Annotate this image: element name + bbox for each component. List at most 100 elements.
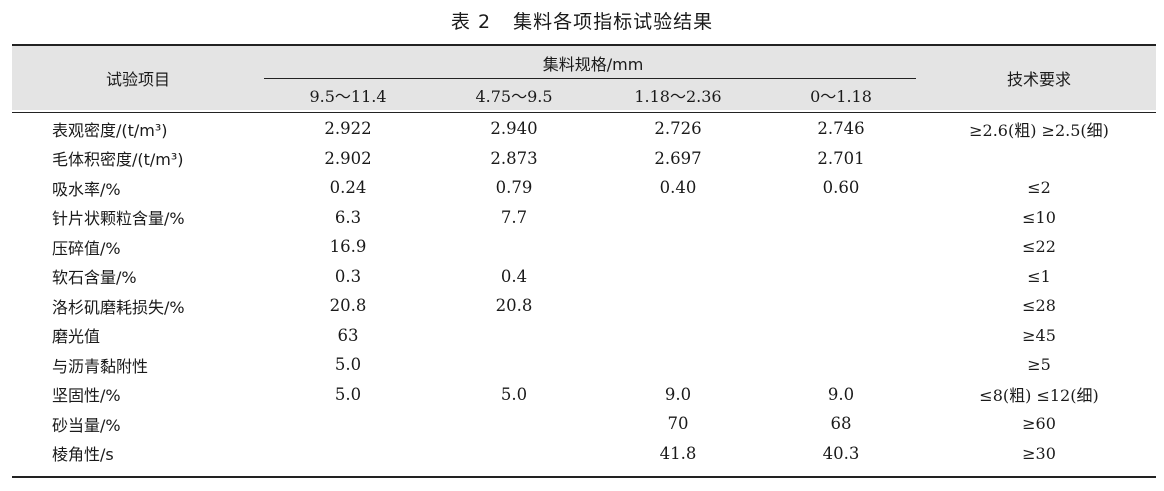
- test-item: 毛体积密度/(t/m³): [52, 150, 184, 170]
- value-cell: 2.873: [490, 148, 538, 168]
- value-cell: 9.0: [664, 384, 692, 404]
- value-cell: [760, 321, 922, 351]
- table-row: 吸水率/% 0.24 0.79 0.40 0.60 ≤2: [12, 173, 1156, 203]
- requirement-cell: [922, 144, 1156, 174]
- table-caption: 表 2 集料各项指标试验结果: [0, 2, 1164, 42]
- header-size: 0～1.18: [810, 86, 872, 106]
- test-item: 压碎值/%: [52, 238, 121, 258]
- table-header: 试验项目 集料规格/mm 技术要求 9.5～11.4 4.75～9.5 1.18…: [12, 46, 1157, 110]
- value-cell: [760, 203, 922, 233]
- value-cell: 0.3: [334, 266, 362, 286]
- header-size: 9.5～11.4: [309, 86, 387, 106]
- requirement-cell: ≤22: [1022, 237, 1056, 257]
- value-cell: [760, 232, 922, 262]
- header-size: 4.75～9.5: [475, 86, 553, 106]
- table-row: 砂当量/% 70 68 ≥60: [12, 409, 1156, 439]
- value-cell: 2.902: [324, 148, 372, 168]
- table-row: 软石含量/% 0.3 0.4 ≤1: [12, 262, 1156, 292]
- table-row: 针片状颗粒含量/% 6.3 7.7 ≤10: [12, 203, 1156, 233]
- value-cell: 41.8: [659, 443, 697, 463]
- requirement-cell: ≥5: [1027, 355, 1051, 375]
- table-title: 集料各项指标试验结果: [513, 11, 714, 33]
- value-cell: 2.726: [654, 119, 702, 139]
- value-cell: 9.0: [827, 384, 855, 404]
- value-cell: [432, 232, 596, 262]
- requirement-cell: ≥30: [1022, 443, 1056, 463]
- value-cell: 2.940: [490, 119, 538, 139]
- value-cell: 16.9: [329, 237, 367, 257]
- value-cell: [432, 409, 596, 439]
- value-cell: [596, 350, 760, 380]
- test-item: 针片状颗粒含量/%: [52, 209, 185, 229]
- value-cell: [760, 291, 922, 321]
- value-cell: [596, 203, 760, 233]
- value-cell: 2.701: [817, 148, 865, 168]
- requirement-cell: ≥2.6(粗) ≥2.5(细): [969, 120, 1109, 140]
- requirement-cell: ≤2: [1027, 178, 1051, 198]
- value-cell: 68: [830, 414, 852, 434]
- table-body: 表观密度/(t/m³) 2.922 2.940 2.726 2.746 ≥2.6(粗) ≥…: [12, 110, 1156, 468]
- value-cell: [760, 350, 922, 380]
- requirement-cell: ≤8(粗) ≤12(细): [979, 386, 1099, 406]
- value-cell: [264, 409, 432, 439]
- value-cell: [432, 350, 596, 380]
- test-item: 表观密度/(t/m³): [52, 120, 168, 140]
- value-cell: 63: [337, 325, 359, 345]
- top-rule: [12, 44, 1156, 46]
- table-row: 棱角性/s 41.8 40.3 ≥30: [12, 439, 1156, 469]
- value-cell: 0.79: [495, 178, 533, 198]
- value-cell: [596, 291, 760, 321]
- value-cell: 0.60: [822, 178, 860, 198]
- header-size-group: 集料规格/mm: [264, 46, 922, 79]
- value-cell: [596, 232, 760, 262]
- requirement-cell: ≤10: [1022, 207, 1056, 227]
- value-cell: 0.4: [500, 266, 528, 286]
- test-item: 砂当量/%: [52, 415, 121, 435]
- value-cell: 0.40: [659, 178, 697, 198]
- requirement-cell: ≤28: [1022, 296, 1056, 316]
- value-cell: [596, 321, 760, 351]
- value-cell: [264, 439, 432, 469]
- value-cell: [596, 262, 760, 292]
- value-cell: 70: [667, 414, 689, 434]
- test-item: 与沥青黏附性: [52, 356, 149, 376]
- table-number: 表 2: [450, 11, 492, 33]
- value-cell: 0.24: [329, 178, 367, 198]
- value-cell: 2.922: [324, 119, 372, 139]
- header-rule: [12, 112, 1156, 113]
- requirement-cell: ≤1: [1027, 266, 1051, 286]
- table-row: 与沥青黏附性 5.0 ≥5: [12, 350, 1156, 380]
- value-cell: 5.0: [334, 384, 362, 404]
- value-cell: 2.746: [817, 119, 865, 139]
- header-requirement: 技术要求: [1007, 70, 1072, 89]
- value-cell: 20.8: [329, 296, 367, 316]
- value-cell: 40.3: [822, 443, 860, 463]
- header-size: 1.18～2.36: [634, 86, 722, 106]
- requirement-cell: ≥60: [1022, 414, 1056, 434]
- value-cell: 20.8: [495, 296, 533, 316]
- bottom-rule: [12, 476, 1156, 478]
- table-row: 磨光值 63 ≥45: [12, 321, 1156, 351]
- requirement-cell: ≥45: [1022, 325, 1056, 345]
- test-item: 洛杉矶磨耗损失/%: [52, 297, 185, 317]
- value-cell: [432, 439, 596, 469]
- table-row: 坚固性/% 5.0 5.0 9.0 9.0 ≤8(粗) ≤12(细): [12, 380, 1156, 410]
- test-item: 棱角性/s: [52, 445, 114, 465]
- test-item: 磨光值: [52, 327, 101, 347]
- value-cell: 5.0: [334, 355, 362, 375]
- value-cell: 7.7: [500, 207, 528, 227]
- table-row: 压碎值/% 16.9 ≤22: [12, 232, 1156, 262]
- header-item: 试验项目: [105, 70, 170, 89]
- table-row: 洛杉矶磨耗损失/% 20.8 20.8 ≤28: [12, 291, 1156, 321]
- test-item: 坚固性/%: [52, 386, 121, 406]
- value-cell: [432, 321, 596, 351]
- value-cell: 2.697: [654, 148, 702, 168]
- value-cell: 6.3: [334, 207, 362, 227]
- table-row: 表观密度/(t/m³) 2.922 2.940 2.726 2.746 ≥2.6(粗) ≥…: [12, 110, 1156, 144]
- value-cell: [760, 262, 922, 292]
- results-table: 试验项目 集料规格/mm 技术要求 9.5～11.4 4.75～9.5 1.18…: [12, 46, 1157, 468]
- value-cell: 5.0: [500, 384, 528, 404]
- test-item: 软石含量/%: [52, 268, 137, 288]
- table-row: 毛体积密度/(t/m³) 2.902 2.873 2.697 2.701: [12, 144, 1156, 174]
- test-item: 吸水率/%: [52, 179, 121, 199]
